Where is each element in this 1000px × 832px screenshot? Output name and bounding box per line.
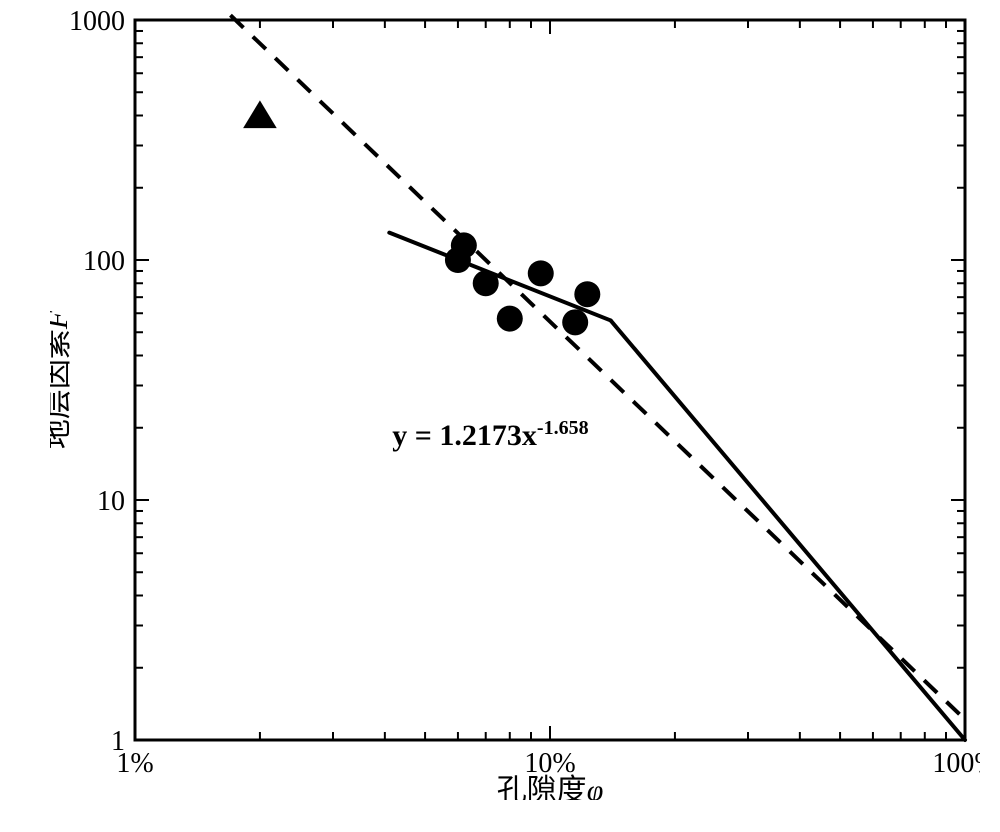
y-tick-label: 1: [111, 726, 125, 757]
chart-bg: [50, 10, 980, 800]
y-tick-label: 1000: [69, 10, 125, 37]
x-axis-label: 孔隙度φ: [497, 774, 604, 800]
y-axis-label: 地层因素F: [50, 310, 74, 449]
y-tick-label: 10: [97, 486, 125, 517]
data-point: [451, 232, 477, 258]
chart-container: 1%10%100%1101001000y = 1.2173x-1.658孔隙度φ…: [50, 10, 980, 800]
data-point: [562, 309, 588, 335]
page-root: { "chart": { "type": "scatter-loglog", "…: [0, 0, 1000, 832]
x-tick-label: 100%: [932, 748, 980, 779]
data-point: [497, 306, 523, 332]
data-point: [528, 260, 554, 286]
chart-svg: 1%10%100%1101001000y = 1.2173x-1.658孔隙度φ…: [50, 10, 980, 800]
y-tick-label: 100: [83, 246, 125, 277]
data-point: [473, 270, 499, 296]
data-point: [574, 281, 600, 307]
